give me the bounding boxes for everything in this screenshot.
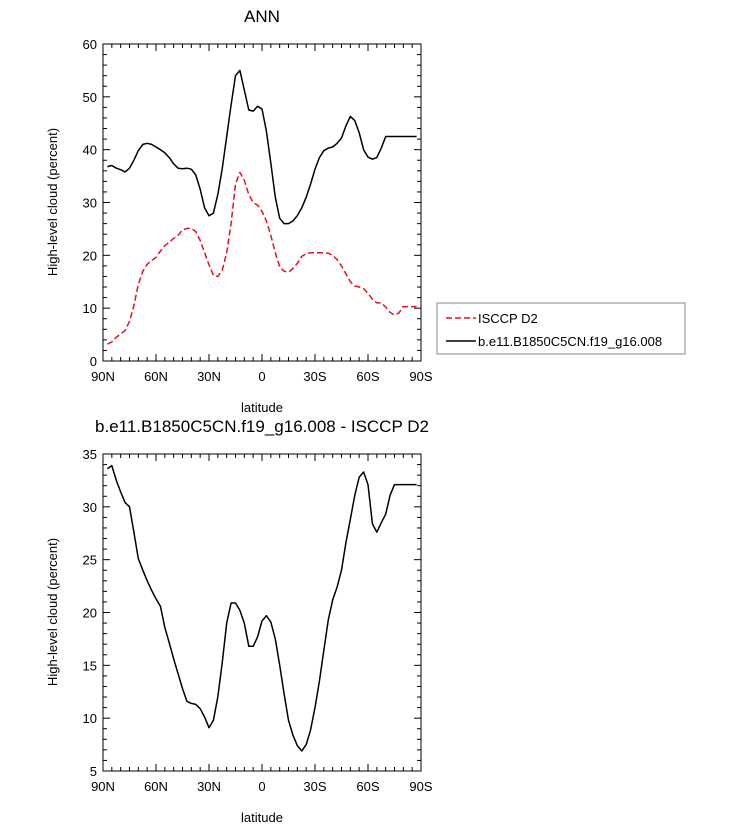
bottom-series-line-0 bbox=[106, 464, 417, 752]
top-series-line-0 bbox=[107, 171, 417, 345]
top-y-tick-label: 40 bbox=[83, 143, 97, 158]
legend-label-model: b.e11.B1850C5CN.f19_g16.008 bbox=[478, 334, 662, 349]
top-x-tick-label: 60S bbox=[356, 369, 379, 384]
bottom-y-tick-label: 10 bbox=[83, 711, 97, 726]
legend-box bbox=[436, 302, 686, 355]
top-series-line-1 bbox=[107, 69, 417, 225]
top-x-tick-label: 0 bbox=[258, 369, 265, 384]
bottom-y-tick-label: 5 bbox=[90, 764, 97, 779]
top-y-tick-label: 50 bbox=[83, 90, 97, 105]
top-plot-area: 90N 60N 30N 0 30S 60S 90S 0 10 20 30 40 50 60 bbox=[83, 37, 433, 384]
bottom-x-tick-label: 90N bbox=[91, 779, 115, 794]
legend: ISCCP D2 b.e11.B1850C5CN.f19_g16.008 bbox=[436, 302, 686, 355]
top-x-axis-label: latitude bbox=[241, 400, 283, 415]
top-y-axis-label: High-level cloud (percent) bbox=[45, 128, 60, 276]
panel-top: ANN 90N 60N 30N 0 30S 60S 90S 0 10 20 30 40 50 60 lat… bbox=[45, 7, 433, 415]
top-y-tick-label: 30 bbox=[83, 196, 97, 211]
top-y-tick-label: 20 bbox=[83, 248, 97, 263]
top-x-tick-label: 30S bbox=[303, 369, 326, 384]
bottom-y-tick-label: 20 bbox=[83, 606, 97, 621]
top-frame bbox=[102, 43, 422, 362]
top-x-tick-label: 60N bbox=[144, 369, 168, 384]
top-x-tick-label: 30N bbox=[197, 369, 221, 384]
bottom-y-tick-label: 25 bbox=[83, 553, 97, 568]
bottom-x-tick-label: 90S bbox=[409, 779, 432, 794]
bottom-x-tick-label: 30N bbox=[197, 779, 221, 794]
bottom-x-tick-label: 30S bbox=[303, 779, 326, 794]
bottom-y-tick-label: 15 bbox=[83, 658, 97, 673]
top-chart-title: ANN bbox=[244, 7, 280, 26]
bottom-y-tick-label: 30 bbox=[83, 500, 97, 515]
bottom-x-tick-label: 60S bbox=[356, 779, 379, 794]
bottom-y-tick-label: 35 bbox=[83, 447, 97, 462]
bottom-x-axis-label: latitude bbox=[241, 810, 283, 825]
bottom-x-tick-label: 60N bbox=[144, 779, 168, 794]
legend-label-isccp: ISCCP D2 bbox=[478, 311, 538, 326]
top-y-tick-label: 10 bbox=[83, 301, 97, 316]
bottom-x-tick-label: 0 bbox=[258, 779, 265, 794]
bottom-plot-area: 90N 60N 30N 0 30S 60S 90S 5 10 15 20 25 30 35 bbox=[83, 447, 433, 794]
top-x-tick-label: 90S bbox=[409, 369, 432, 384]
bottom-y-axis-label: High-level cloud (percent) bbox=[45, 538, 60, 686]
top-x-tick-label: 90N bbox=[91, 369, 115, 384]
bottom-chart-title: b.e11.B1850C5CN.f19_g16.008 - ISCCP D2 bbox=[95, 417, 429, 436]
bottom-frame bbox=[102, 453, 422, 772]
panel-bottom: b.e11.B1850C5CN.f19_g16.008 - ISCCP D2 9… bbox=[45, 417, 433, 825]
top-y-tick-label: 60 bbox=[83, 37, 97, 52]
top-y-tick-label: 0 bbox=[90, 354, 97, 369]
